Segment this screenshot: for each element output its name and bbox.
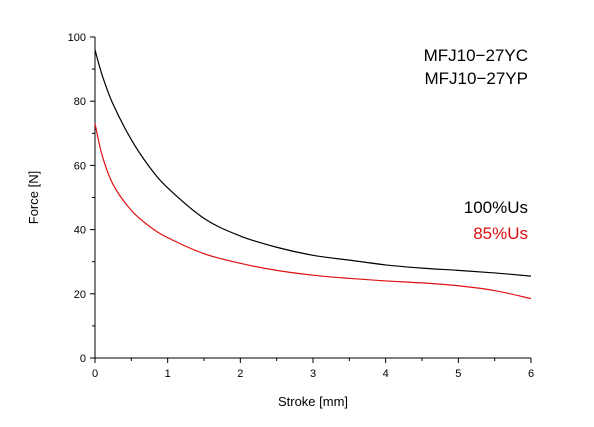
chart-title-line-1: MFJ10−27YC bbox=[424, 46, 528, 65]
y-axis-title: Force [N] bbox=[26, 171, 41, 224]
x-tick-label: 1 bbox=[165, 368, 171, 380]
x-tick-label: 5 bbox=[455, 368, 461, 380]
series-lines bbox=[94, 49, 532, 300]
legend-label-100-us: 100%Us bbox=[464, 198, 528, 217]
y-tick-label: 20 bbox=[74, 289, 86, 301]
legend-label-85-us: 85%Us bbox=[473, 224, 528, 243]
y-tick-label: 40 bbox=[74, 225, 86, 237]
x-tick-label: 0 bbox=[92, 368, 98, 380]
x-tick-label: 3 bbox=[310, 368, 316, 380]
series-line-100-us bbox=[94, 49, 532, 277]
x-tick-label: 2 bbox=[237, 368, 243, 380]
y-axis-ticks: 0 20 40 60 80 100 bbox=[68, 32, 95, 365]
y-tick-label: 80 bbox=[74, 96, 86, 108]
series-line-85-us bbox=[94, 123, 532, 300]
y-tick-label: 60 bbox=[74, 160, 86, 172]
chart-title-line-2: MFJ10−27YP bbox=[425, 69, 528, 88]
x-tick-label: 6 bbox=[528, 368, 534, 380]
x-tick-label: 4 bbox=[383, 368, 389, 380]
x-axis-title: Stroke [mm] bbox=[278, 394, 348, 409]
y-tick-label: 100 bbox=[68, 32, 86, 44]
y-tick-label: 0 bbox=[80, 353, 86, 365]
x-axis-ticks: 0 1 2 3 4 5 6 bbox=[92, 358, 534, 380]
